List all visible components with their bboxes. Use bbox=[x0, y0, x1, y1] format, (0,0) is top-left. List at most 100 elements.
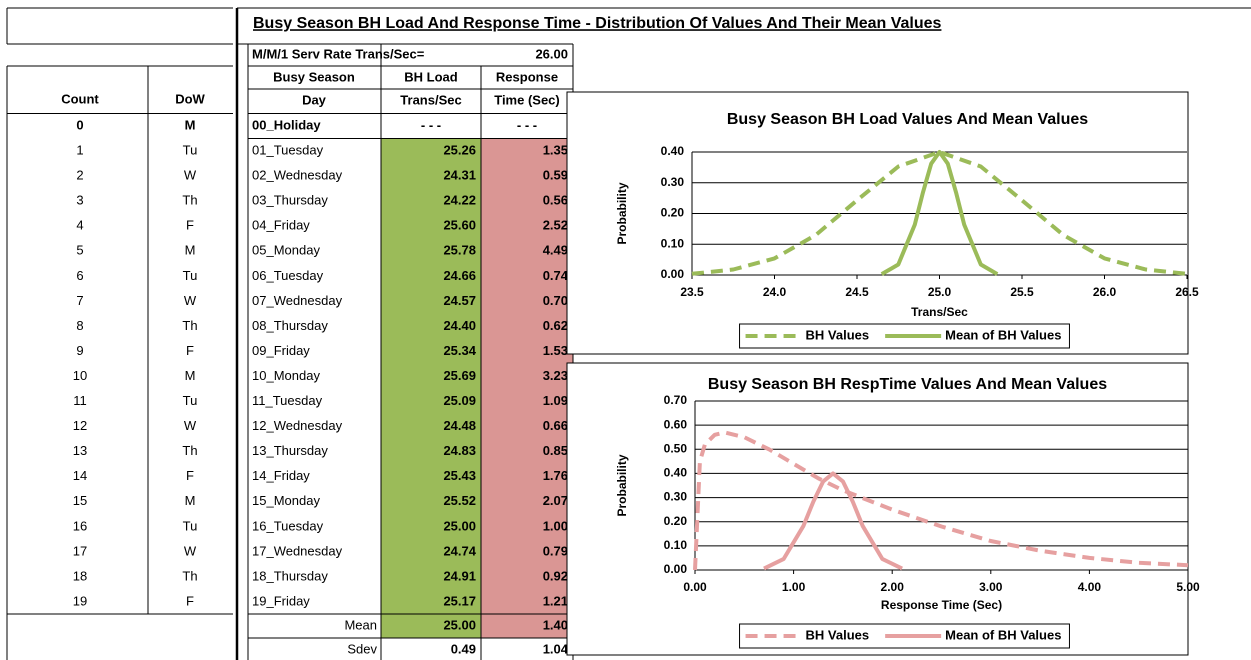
dow-cell: M bbox=[185, 368, 196, 383]
series-line bbox=[693, 430, 1189, 571]
series-line bbox=[763, 471, 903, 571]
count-cell: 6 bbox=[76, 268, 83, 283]
series-line bbox=[880, 150, 999, 276]
dow-cell: F bbox=[186, 218, 194, 233]
resp-fill bbox=[481, 138, 573, 639]
dow-cell: Tu bbox=[183, 518, 198, 533]
count-cell: 3 bbox=[76, 193, 83, 208]
chart-title: Busy Season BH RespTime Values And Mean … bbox=[708, 376, 1107, 393]
load-cell: 24.91 bbox=[443, 568, 476, 583]
dow-cell: M bbox=[185, 243, 196, 258]
load-cell: 25.09 bbox=[443, 393, 476, 408]
resp-cell: 0.92 bbox=[543, 568, 568, 583]
resp-cell: 0.62 bbox=[543, 318, 568, 333]
count-cell: 18 bbox=[73, 568, 87, 583]
resp-cell: 1.00 bbox=[543, 518, 568, 533]
x-tick-label: 26.0 bbox=[1093, 285, 1117, 299]
count-cell: 11 bbox=[73, 393, 87, 408]
load-cell: 24.66 bbox=[443, 268, 476, 283]
dow-cell: M bbox=[185, 493, 196, 508]
chart-frame bbox=[566, 91, 1189, 355]
y-tick-label: 0.40 bbox=[661, 144, 685, 158]
count-cell: 17 bbox=[73, 543, 87, 558]
resp-cell: 3.23 bbox=[543, 368, 568, 383]
summary-value: 1.04 bbox=[543, 641, 569, 656]
x-tick-label: 5.00 bbox=[1176, 580, 1200, 594]
y-axis-label: Probability bbox=[615, 454, 629, 516]
day-cell: 02_Wednesday bbox=[252, 168, 343, 183]
legend: BH Values Mean of BH Values bbox=[739, 623, 1070, 649]
y-tick-label: 0.20 bbox=[664, 514, 688, 528]
dow-cell: Th bbox=[182, 193, 197, 208]
load-cell: 24.22 bbox=[443, 193, 476, 208]
load-cell: 25.17 bbox=[443, 593, 476, 608]
count-cell: 4 bbox=[76, 218, 83, 233]
column-header: Count bbox=[61, 91, 99, 106]
service-rate-label: M/M/1 Serv Rate Trans/Sec= bbox=[252, 46, 425, 61]
dow-cell: Th bbox=[182, 443, 197, 458]
day-cell: 19_Friday bbox=[252, 593, 310, 608]
summary-value: 0.49 bbox=[451, 641, 476, 656]
service-rate: 26.00 bbox=[535, 46, 568, 61]
legend: BH Values Mean of BH Values bbox=[739, 323, 1070, 349]
column-header: Trans/Sec bbox=[400, 92, 461, 107]
column-header: Time (Sec) bbox=[494, 92, 560, 107]
dow-cell: F bbox=[186, 593, 194, 608]
count-cell: 15 bbox=[73, 493, 87, 508]
count-cell: 8 bbox=[76, 318, 83, 333]
count-cell: 10 bbox=[73, 368, 87, 383]
day-cell: 14_Friday bbox=[252, 468, 310, 483]
dow-cell: W bbox=[184, 293, 197, 308]
resp-cell: 0.70 bbox=[543, 293, 568, 308]
legend-label: BH Values bbox=[806, 327, 870, 342]
y-tick-label: 0.70 bbox=[664, 393, 688, 407]
count-cell: 0 bbox=[76, 117, 83, 132]
count-cell: 12 bbox=[73, 418, 87, 433]
load-cell: 25.26 bbox=[443, 143, 476, 158]
day-cell: 08_Thursday bbox=[252, 318, 328, 333]
y-tick-label: 0.50 bbox=[664, 441, 688, 455]
count-cell: 9 bbox=[76, 343, 83, 358]
load-cell: 24.48 bbox=[443, 418, 476, 433]
day-cell: 03_Thursday bbox=[252, 193, 328, 208]
count-cell: 1 bbox=[76, 143, 83, 158]
x-axis-label: Trans/Sec bbox=[911, 305, 968, 319]
count-cell: 7 bbox=[76, 293, 83, 308]
resp-cell: 1.35 bbox=[543, 143, 568, 158]
chart-frame bbox=[566, 362, 1189, 656]
y-tick-label: 0.60 bbox=[664, 417, 688, 431]
day-cell: 01_Tuesday bbox=[252, 143, 324, 158]
resp-cell: 4.49 bbox=[543, 243, 568, 258]
day-cell: 15_Monday bbox=[252, 493, 320, 508]
column-header: Busy Season bbox=[273, 69, 355, 84]
summary-label: Mean bbox=[344, 617, 377, 632]
dow-cell: W bbox=[184, 543, 197, 558]
count-cell: 13 bbox=[73, 443, 87, 458]
resp-cell: 0.66 bbox=[543, 418, 568, 433]
day-cell: 17_Wednesday bbox=[252, 543, 343, 558]
dow-cell: W bbox=[184, 168, 197, 183]
column-header: Day bbox=[302, 92, 327, 107]
x-tick-label: 25.0 bbox=[928, 285, 952, 299]
chart-title: Busy Season BH Load Values And Mean Valu… bbox=[727, 111, 1088, 128]
x-tick-label: 0.00 bbox=[683, 580, 707, 594]
day-cell: 06_Tuesday bbox=[252, 268, 324, 283]
count-cell: 19 bbox=[73, 593, 87, 608]
y-tick-label: 0.00 bbox=[664, 562, 688, 576]
legend-label: Mean of BH Values bbox=[945, 627, 1061, 642]
load-cell: 24.74 bbox=[443, 543, 476, 558]
dow-cell: F bbox=[186, 343, 194, 358]
load-cell: 25.00 bbox=[443, 518, 476, 533]
legend-label: BH Values bbox=[806, 627, 870, 642]
y-tick-label: 0.10 bbox=[661, 236, 685, 250]
series-line bbox=[691, 150, 1188, 276]
y-tick-label: 0.00 bbox=[661, 267, 685, 281]
legend-label: Mean of BH Values bbox=[945, 327, 1061, 342]
y-tick-label: 0.40 bbox=[664, 466, 688, 480]
dow-cell: Tu bbox=[183, 143, 198, 158]
dow-cell: Tu bbox=[183, 393, 198, 408]
load-cell: 25.34 bbox=[443, 343, 476, 358]
dow-cell: F bbox=[186, 468, 194, 483]
day-cell: 12_Wednesday bbox=[252, 418, 343, 433]
